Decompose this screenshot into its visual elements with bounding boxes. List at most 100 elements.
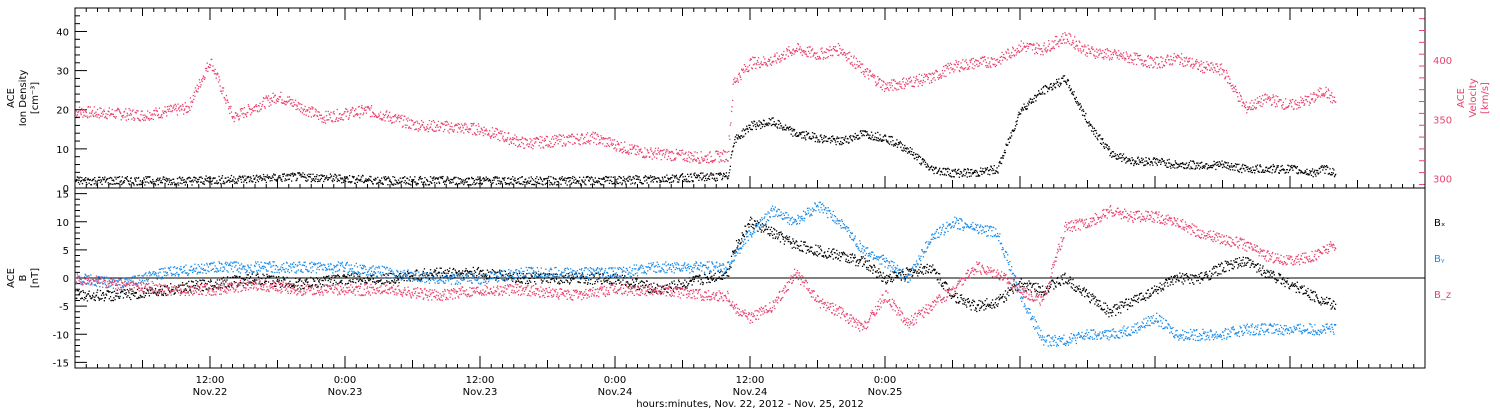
- density-series-point: [1289, 168, 1291, 171]
- density-series-point: [415, 183, 417, 185]
- density-series-point: [264, 178, 266, 180]
- density-series-point: [1281, 169, 1283, 171]
- density-series-point: [1160, 161, 1162, 163]
- velocity-series-point: [948, 68, 950, 70]
- density-series-point: [691, 180, 693, 182]
- density-series-point: [663, 180, 665, 183]
- velocity-series-point: [595, 138, 597, 140]
- velocity-series-point: [1301, 98, 1304, 100]
- density-series-point: [120, 180, 122, 182]
- velocity-series-point: [471, 125, 473, 127]
- density-series-point: [190, 181, 192, 183]
- density-series-point: [1188, 162, 1190, 164]
- velocity-series-point: [451, 126, 453, 128]
- velocity-series-point: [1018, 44, 1020, 46]
- velocity-series-point: [1281, 107, 1283, 109]
- velocity-series-point: [784, 58, 787, 60]
- velocity-series-point: [762, 56, 765, 58]
- velocity-series-point: [814, 52, 816, 54]
- density-series-point: [562, 179, 564, 181]
- density-series-point: [732, 150, 734, 152]
- density-series-point: [238, 177, 240, 179]
- bx-series-point: [305, 279, 307, 281]
- velocity-series-point: [309, 111, 311, 113]
- density-series-point: [1277, 165, 1279, 167]
- velocity-series-point: [703, 159, 706, 161]
- density-series-point: [397, 179, 400, 181]
- velocity-series-point: [179, 110, 181, 112]
- density-series-point: [1016, 120, 1018, 122]
- density-series-point: [623, 180, 625, 182]
- density-series-point: [610, 176, 612, 178]
- density-series-point: [596, 180, 598, 182]
- density-series-point: [806, 133, 809, 135]
- bx-series-point: [162, 294, 164, 297]
- density-series-point: [706, 179, 708, 182]
- density-series-point: [498, 177, 500, 179]
- velocity-series-point: [462, 125, 464, 127]
- bx-series-point: [144, 287, 146, 289]
- density-series-point: [906, 147, 908, 149]
- velocity-series-point: [622, 150, 625, 153]
- velocity-series-point: [1288, 102, 1291, 105]
- velocity-series-point: [955, 59, 957, 62]
- density-series-point: [261, 177, 264, 180]
- velocity-series-point: [1258, 100, 1260, 103]
- density-series-point: [544, 178, 546, 180]
- density-series-point: [1198, 165, 1200, 167]
- density-series-point: [1102, 138, 1104, 140]
- density-series-point: [1018, 111, 1020, 113]
- density-series-point: [327, 178, 329, 181]
- bx-series-point: [132, 294, 135, 296]
- velocity-series-point: [108, 107, 110, 109]
- velocity-series-point: [908, 77, 910, 80]
- density-series-point: [1090, 124, 1092, 126]
- density-series-point: [1191, 167, 1193, 170]
- velocity-series-point: [432, 119, 435, 122]
- velocity-series-point: [307, 109, 309, 111]
- velocity-series-point: [1132, 59, 1134, 61]
- density-series-point: [232, 179, 234, 181]
- density-series-point: [1055, 82, 1057, 85]
- velocity-series-point: [609, 139, 612, 141]
- bx-series-point: [193, 284, 195, 287]
- density-series-point: [129, 180, 131, 182]
- bx-series-point: [100, 298, 102, 300]
- density-series-point: [1041, 93, 1043, 95]
- velocity-series-point: [293, 101, 295, 103]
- density-series-point: [642, 182, 644, 185]
- density-series-point: [879, 134, 881, 136]
- density-series-point: [439, 176, 441, 178]
- density-series-point: [1318, 172, 1320, 174]
- velocity-series-point: [1063, 42, 1066, 44]
- velocity-series-point: [466, 126, 468, 128]
- velocity-series-point: [971, 67, 973, 69]
- velocity-series-point: [77, 111, 80, 113]
- velocity-series-point: [647, 150, 649, 152]
- density-series-point: [1112, 155, 1114, 157]
- velocity-series-point: [729, 138, 731, 140]
- density-series-point: [322, 175, 324, 177]
- velocity-series-point: [932, 78, 934, 80]
- bx-series-point: [234, 275, 236, 277]
- velocity-series-point: [707, 154, 709, 156]
- density-series-point: [332, 178, 334, 180]
- velocity-series-point: [842, 53, 845, 55]
- density-series-point: [174, 184, 176, 186]
- density-series-point: [1237, 169, 1239, 171]
- density-series-point: [83, 180, 85, 182]
- density-series-point: [1324, 165, 1327, 168]
- velocity-series-point: [370, 107, 372, 109]
- velocity-series-point: [550, 138, 553, 140]
- density-series-point: [785, 129, 787, 131]
- velocity-series-point: [568, 134, 570, 136]
- velocity-series-point: [1191, 63, 1193, 66]
- velocity-series-point: [1192, 63, 1194, 65]
- velocity-series-point: [900, 83, 902, 85]
- velocity-series-point: [1173, 53, 1175, 55]
- velocity-series-point: [800, 48, 802, 50]
- density-series-point: [159, 181, 162, 184]
- velocity-series-point: [1225, 76, 1227, 78]
- velocity-series-point: [1063, 38, 1065, 40]
- velocity-series-point: [699, 162, 702, 164]
